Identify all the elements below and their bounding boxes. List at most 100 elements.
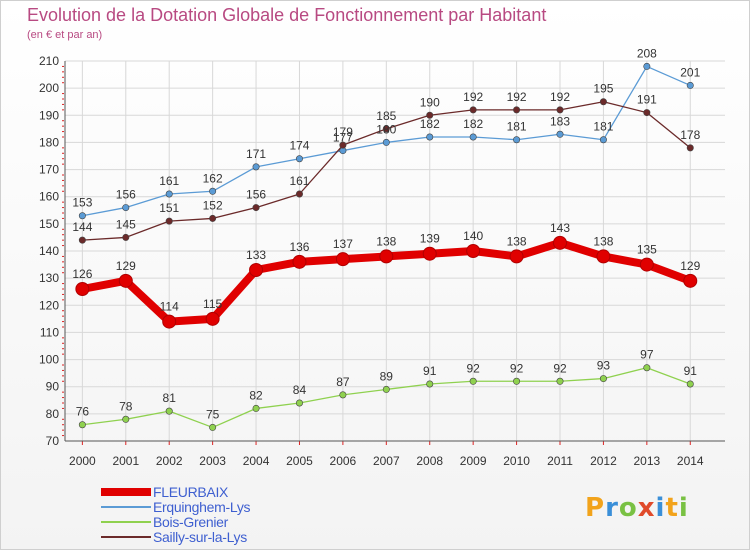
logo-letter: x	[637, 493, 656, 523]
data-point	[165, 190, 173, 198]
data-label: 181	[593, 120, 613, 134]
data-point	[639, 257, 654, 272]
y-tick-label: 130	[39, 271, 59, 285]
data-point	[122, 204, 130, 212]
x-tick-label: 2000	[69, 454, 96, 468]
data-point	[78, 236, 86, 244]
data-point	[643, 364, 651, 372]
data-point	[643, 109, 651, 117]
data-label: 138	[593, 234, 613, 248]
data-point	[78, 421, 86, 429]
data-label: 185	[376, 109, 396, 123]
data-label: 177	[333, 131, 353, 145]
x-tick-label: 2012	[590, 454, 617, 468]
data-label: 195	[593, 82, 613, 96]
y-tick-label: 170	[39, 163, 59, 177]
data-point	[209, 214, 217, 222]
data-point	[686, 144, 694, 152]
legend-label: Bois-Grenier	[153, 514, 228, 530]
logo-letter: r	[605, 493, 619, 523]
data-point	[205, 311, 220, 326]
data-point	[382, 138, 390, 146]
data-label: 82	[249, 388, 263, 402]
data-point	[426, 380, 434, 388]
y-tick-label: 160	[39, 190, 59, 204]
data-point	[75, 282, 90, 296]
legend-item: Bois-Grenier	[101, 514, 331, 530]
data-point	[599, 375, 607, 383]
legend-swatch	[101, 506, 151, 508]
x-tick-label: 2009	[460, 454, 487, 468]
data-point	[466, 244, 481, 258]
legend: FLEURBAIX Erquinghem-Lys Bois-Grenier Saill…	[101, 484, 331, 545]
legend-swatch	[101, 488, 151, 496]
data-point	[513, 106, 521, 114]
x-tick-label: 2003	[199, 454, 226, 468]
logo-letter: i	[655, 493, 666, 523]
data-point	[596, 249, 611, 264]
data-point	[556, 377, 564, 385]
data-point	[122, 233, 130, 241]
data-label: 192	[463, 90, 483, 104]
data-label: 171	[246, 147, 266, 161]
logo-letter: o	[618, 493, 638, 523]
data-label: 140	[463, 229, 483, 243]
legend-label: FLEURBAIX	[153, 484, 229, 500]
data-label: 192	[507, 90, 527, 104]
data-point	[295, 399, 303, 407]
data-point	[686, 380, 694, 388]
data-label: 191	[637, 93, 657, 107]
data-point	[165, 407, 173, 415]
y-tick-label: 70	[46, 434, 60, 448]
data-label: 89	[380, 369, 394, 383]
data-label: 180	[376, 122, 396, 136]
data-point	[382, 385, 390, 393]
x-tick-label: 2010	[503, 454, 530, 468]
data-label: 181	[507, 120, 527, 134]
data-label: 161	[159, 174, 179, 188]
data-point	[556, 106, 564, 114]
data-point	[339, 141, 347, 149]
data-point	[643, 62, 651, 70]
data-label: 156	[116, 188, 136, 202]
data-label: 81	[163, 391, 177, 405]
data-label: 182	[420, 117, 440, 131]
data-label: 162	[203, 171, 223, 185]
data-point	[556, 130, 564, 138]
data-point	[252, 204, 260, 212]
data-label: 182	[463, 117, 483, 131]
data-label: 78	[119, 399, 133, 413]
proxiti-logo: Proxiti	[585, 493, 689, 523]
data-label: 92	[466, 361, 480, 375]
data-point	[469, 377, 477, 385]
data-label: 75	[206, 407, 220, 421]
data-point	[295, 190, 303, 198]
y-tick-label: 180	[39, 135, 59, 149]
y-tick-label: 210	[39, 54, 59, 68]
data-label: 91	[423, 364, 437, 378]
data-label: 97	[640, 348, 654, 362]
data-label: 133	[246, 248, 266, 262]
data-point	[683, 273, 698, 288]
data-point	[295, 155, 303, 163]
data-point	[599, 98, 607, 106]
data-label: 174	[289, 139, 309, 153]
data-point	[249, 263, 264, 277]
data-point	[118, 273, 133, 288]
data-label: 208	[637, 46, 657, 60]
data-point	[686, 81, 694, 89]
data-point	[599, 136, 607, 144]
data-point	[513, 136, 521, 144]
y-tick-label: 190	[39, 108, 59, 122]
data-point	[209, 423, 217, 431]
data-point	[292, 254, 307, 269]
y-tick-label: 120	[39, 298, 59, 312]
data-label: 178	[680, 128, 700, 142]
data-label: 151	[159, 201, 179, 215]
data-label: 156	[246, 188, 266, 202]
y-tick-label: 110	[40, 325, 59, 339]
y-tick-label: 100	[39, 353, 59, 367]
data-label: 179	[333, 125, 353, 139]
data-point	[426, 133, 434, 141]
